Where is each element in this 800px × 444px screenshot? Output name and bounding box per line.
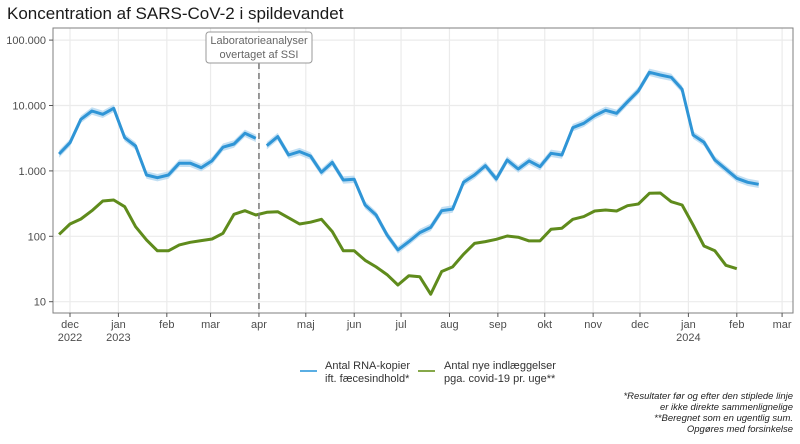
legend-label-admissions-2: pga. covid-19 pr. uge** [444, 373, 556, 385]
footnote-1: *Resultater før og efter den stiplede li… [623, 391, 793, 402]
x-tick-label: okt [537, 319, 552, 331]
x-tick-label: nov [584, 319, 602, 331]
legend-label-rna-2: ift. fæcesindhold* [325, 373, 410, 385]
x-tick-label: maj [297, 319, 315, 331]
rna-series-line [265, 70, 759, 252]
y-tick-label: 100.000 [6, 35, 46, 47]
x-tick-year: 2022 [58, 332, 82, 344]
annotation-label: Laboratorieanalyser overtaget af SSI [205, 31, 313, 64]
footnotes: *Resultater før og efter den stiplede li… [623, 391, 793, 435]
x-tick-label: mar [201, 319, 220, 331]
x-tick-label: apr [251, 319, 267, 331]
x-tick-label: feb [159, 319, 174, 331]
y-axis: 10 100 1.000 10.000 100.000 [6, 35, 53, 309]
legend: Antal RNA-kopier ift. fæcesindhold* Anta… [300, 360, 556, 385]
chart-title: Koncentration af SARS-CoV-2 i spildevand… [7, 4, 344, 23]
y-tick-label: 10.000 [12, 101, 46, 113]
x-tick-label: jan [110, 319, 126, 331]
x-tick-label: feb [729, 319, 744, 331]
legend-label-rna-1: Antal RNA-kopier [325, 360, 410, 372]
x-tick-label: aug [440, 319, 458, 331]
y-tick-label: 100 [28, 231, 46, 243]
x-tick-label: sep [489, 319, 507, 331]
confidence-band [59, 68, 759, 254]
annotation-line-2: overtaget af SSI [220, 49, 299, 61]
series-lines [58, 70, 759, 296]
x-tick-label: jun [346, 319, 362, 331]
footnote-2: er ikke direkte sammenlignelige [660, 402, 793, 413]
x-tick-label: jul [395, 319, 407, 331]
footnote-4: Opgøres med forsinkelse [687, 424, 793, 435]
x-tick-label: dec [631, 319, 649, 331]
legend-label-admissions-1: Antal nye indlæggelser [444, 360, 556, 372]
x-tick-label: mar [773, 319, 792, 331]
annotation-box [205, 31, 313, 64]
y-tick-label: 1.000 [18, 166, 46, 178]
gridlines [53, 28, 793, 313]
x-tick-year: 2024 [676, 332, 700, 344]
annotation-line-1: Laboratorieanalyser [210, 35, 308, 47]
y-tick-label: 10 [34, 297, 46, 309]
footnote-3: **Beregnet som en ugentlig sum. [654, 413, 793, 424]
confidence-band-area [266, 68, 759, 254]
x-tick-label: jan [680, 319, 696, 331]
x-tick-year: 2023 [106, 332, 130, 344]
x-tick-label: dec [61, 319, 79, 331]
confidence-band-area [59, 104, 256, 182]
